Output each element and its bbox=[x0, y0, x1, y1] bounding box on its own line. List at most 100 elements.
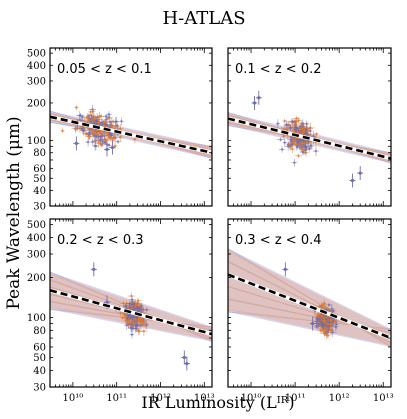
axes-frame bbox=[49, 47, 213, 207]
outlier-point bbox=[257, 96, 261, 100]
panel-4: 10¹⁰ 10¹¹ 10¹² 10¹³ 0.3 < z < 0.4 bbox=[227, 218, 394, 404]
data-point bbox=[294, 143, 298, 146]
x-tick-label: 10¹³ bbox=[194, 393, 215, 404]
data-point bbox=[335, 323, 338, 326]
data-point bbox=[137, 330, 141, 333]
data-point bbox=[140, 321, 143, 324]
axes-frame bbox=[227, 218, 392, 388]
y-tick-label: 500 bbox=[27, 220, 46, 231]
y-tick-label: 50 bbox=[33, 353, 46, 364]
y-tick-label: 80 bbox=[33, 326, 46, 337]
x-tick-label: 10¹¹ bbox=[285, 393, 306, 404]
plot-area bbox=[228, 90, 391, 188]
data-point bbox=[309, 144, 312, 147]
fit-band-a-line bbox=[228, 248, 391, 348]
outlier-point bbox=[311, 321, 315, 326]
x-tick-label: 10¹³ bbox=[373, 393, 394, 404]
data-point bbox=[100, 132, 103, 135]
data-point bbox=[305, 132, 308, 135]
data-point bbox=[140, 304, 143, 307]
data-point bbox=[133, 138, 136, 141]
data-point bbox=[283, 127, 286, 131]
data-point bbox=[108, 120, 112, 124]
axes-frame bbox=[49, 218, 213, 388]
outlier-point bbox=[74, 141, 78, 145]
data-point bbox=[314, 149, 318, 153]
y-tick-label: 30 bbox=[33, 383, 46, 394]
data-point bbox=[80, 127, 84, 131]
data-point bbox=[139, 316, 142, 320]
data-point bbox=[93, 144, 97, 148]
data-point bbox=[131, 316, 134, 319]
y-tick-label: 400 bbox=[27, 61, 46, 72]
data-point bbox=[81, 115, 84, 119]
fit-band-b-line bbox=[228, 249, 391, 347]
data-point bbox=[292, 141, 295, 145]
data-point bbox=[101, 140, 104, 143]
data-point bbox=[135, 307, 139, 310]
y-tick-label: 60 bbox=[33, 342, 46, 353]
data-point bbox=[119, 311, 122, 315]
fit-line bbox=[50, 115, 212, 154]
outlier-point bbox=[358, 171, 362, 175]
data-point bbox=[295, 117, 298, 120]
x-axis-label: IR Luminosity (Lᴵᴿ) bbox=[141, 393, 294, 412]
data-point bbox=[326, 334, 330, 337]
data-point bbox=[90, 118, 94, 121]
data-point bbox=[283, 119, 286, 123]
data-point bbox=[122, 302, 125, 305]
data-point bbox=[96, 133, 99, 136]
data-point bbox=[300, 124, 303, 127]
data-point bbox=[283, 141, 286, 144]
data-point bbox=[79, 114, 82, 117]
data-point bbox=[98, 114, 101, 118]
data-point bbox=[106, 134, 110, 137]
y-tick-label: 400 bbox=[27, 233, 46, 244]
outlier-point bbox=[110, 145, 115, 150]
data-point bbox=[113, 137, 117, 140]
data-point bbox=[331, 309, 335, 313]
data-point bbox=[120, 120, 123, 123]
data-point bbox=[322, 324, 325, 328]
x-tick-label: 10¹⁰ bbox=[63, 393, 84, 404]
data-point bbox=[291, 120, 294, 124]
data-point bbox=[107, 144, 111, 147]
data-point bbox=[136, 302, 140, 305]
data-point bbox=[287, 123, 291, 127]
data-point bbox=[312, 135, 315, 138]
data-point bbox=[144, 324, 147, 327]
data-point bbox=[104, 123, 107, 126]
data-point bbox=[304, 145, 307, 148]
panel-label: 0.1 < z < 0.2 bbox=[235, 62, 322, 77]
data-point bbox=[136, 299, 140, 302]
y-tick-label: 300 bbox=[27, 76, 46, 87]
data-point bbox=[109, 124, 112, 128]
data-point bbox=[82, 129, 85, 132]
data-point bbox=[134, 303, 138, 307]
data-point bbox=[133, 308, 136, 311]
outlier-point bbox=[92, 267, 96, 271]
plot-area bbox=[228, 248, 391, 348]
data-point bbox=[299, 128, 302, 131]
data-point bbox=[99, 142, 102, 145]
data-point bbox=[295, 128, 298, 132]
plot-area bbox=[50, 262, 212, 371]
outlier-point bbox=[350, 178, 355, 183]
data-point bbox=[301, 122, 304, 125]
outlier-point bbox=[185, 361, 189, 366]
y-tick-label: 50 bbox=[33, 174, 46, 185]
data-point bbox=[130, 294, 133, 298]
plot-area bbox=[50, 104, 212, 159]
x-tick-label: 10¹¹ bbox=[106, 393, 127, 404]
outlier-point bbox=[283, 267, 287, 271]
data-point bbox=[113, 144, 117, 148]
data-point bbox=[107, 113, 111, 116]
data-point bbox=[302, 148, 306, 152]
panel-label: 0.3 < z < 0.4 bbox=[235, 233, 322, 248]
fit-band-a-line bbox=[228, 260, 391, 344]
data-point bbox=[91, 140, 94, 144]
data-point bbox=[111, 138, 114, 142]
y-tick-label: 300 bbox=[27, 250, 46, 261]
y-tick-label: 80 bbox=[33, 148, 46, 159]
